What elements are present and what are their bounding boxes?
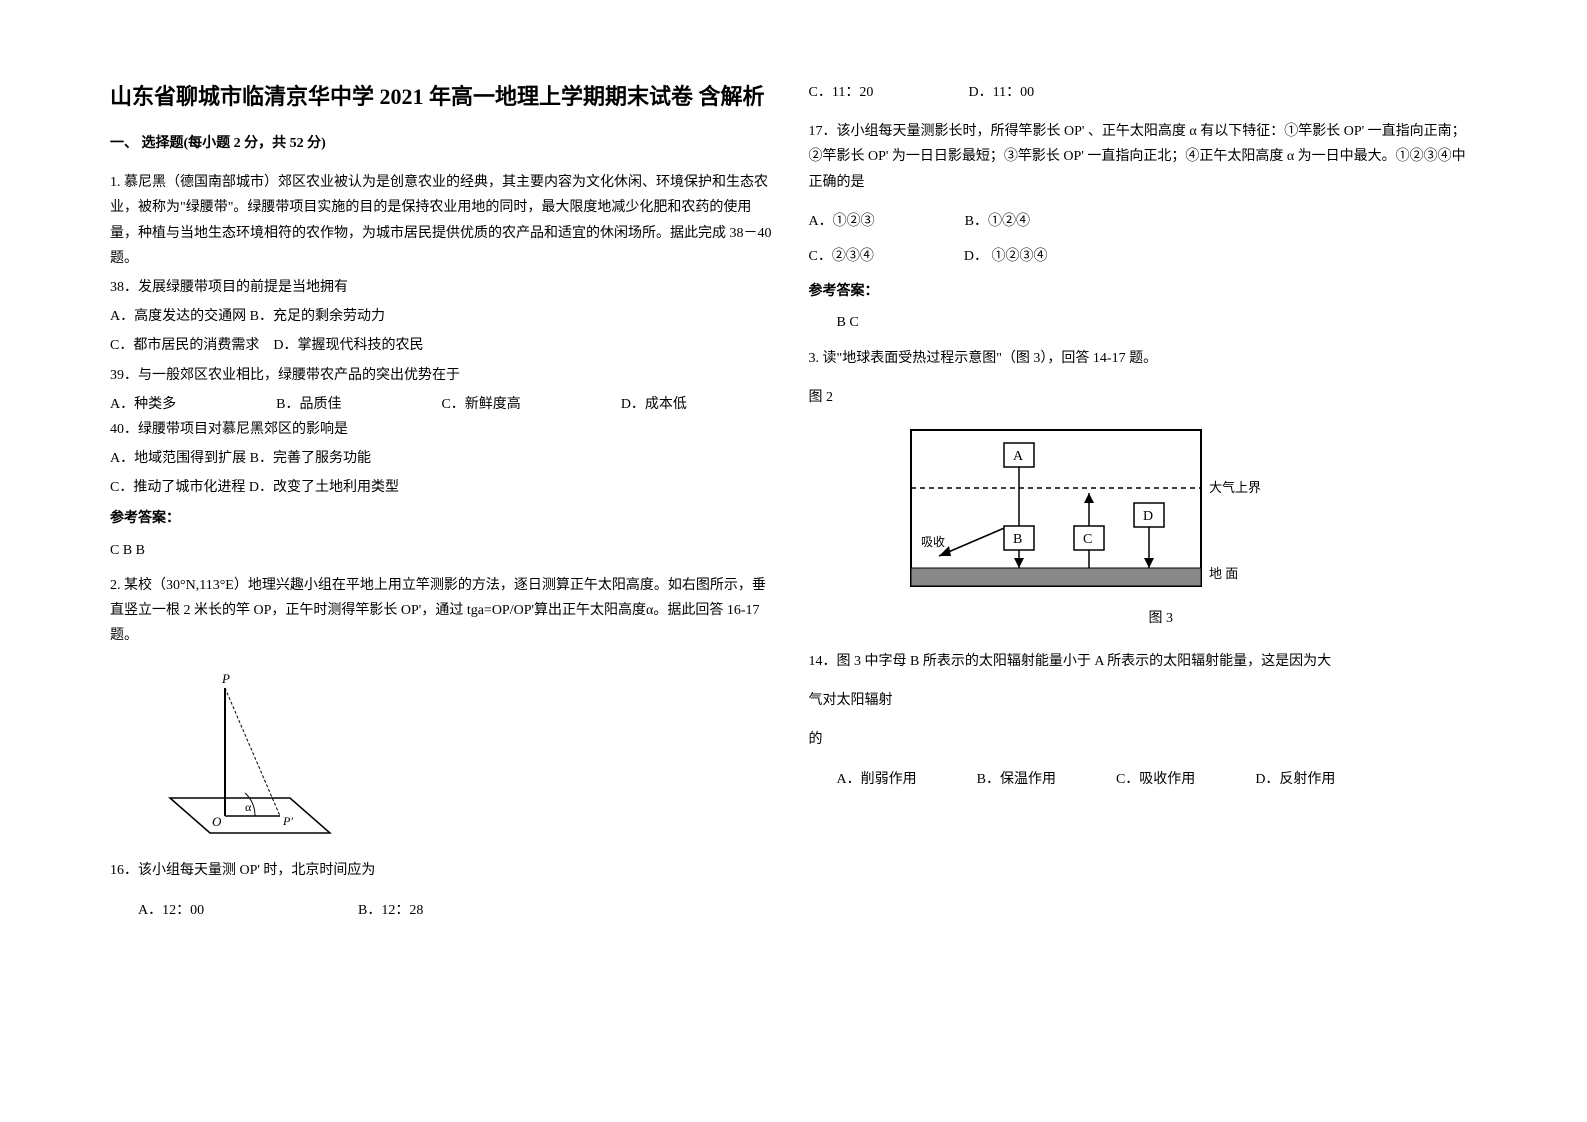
opt-c: C．②③④: [809, 244, 874, 269]
q2-sub17-options-row2: C．②③④ D． ①②③④: [809, 244, 1478, 269]
q2-sub16-options-row2: C．11：20 D．11：00: [809, 80, 1478, 105]
opt-d: D． ①②③④: [964, 244, 1048, 269]
q1-intro: 1. 慕尼黑（德国南部城市）郊区农业被认为是创意农业的经典，其主要内容为文化休闲…: [110, 170, 779, 271]
q2-answer-label: 参考答案：: [809, 279, 1478, 304]
opt-d: D．成本低: [621, 392, 687, 417]
document-title: 山东省聊城市临清京华中学 2021 年高一地理上学期期末试卷 含解析: [110, 80, 779, 113]
right-column: C．11：20 D．11：00 17．该小组每天量测影长时，所得竿影长 OP' …: [794, 80, 1493, 1042]
q1-sub40: 40．绿腰带项目对慕尼黑郊区的影响是: [110, 417, 779, 442]
fig3-label: 图 3: [1149, 606, 1478, 631]
q3-sub14-cont1: 气对太阳辐射: [809, 688, 1478, 713]
left-column: 山东省聊城市临清京华中学 2021 年高一地理上学期期末试卷 含解析 一、 选择…: [95, 80, 794, 1042]
q2-sub16-options-row1: A．12：00 B．12：28: [110, 898, 779, 923]
q3-intro: 3. 读"地球表面受热过程示意图"（图 3），回答 14-17 题。: [809, 346, 1478, 371]
label-P: P: [221, 671, 230, 686]
earth-heating-diagram: A 吸收 B C D 大气上界 地 面: [909, 428, 1289, 588]
q2-diagram: P O α P': [110, 668, 779, 838]
q3-sub14-cont2: 的: [809, 727, 1478, 752]
question-2: 2. 某校（30°N,113°E）地理兴趣小组在平地上用立竿测影的方法，逐日测算…: [110, 573, 779, 923]
opt-d: D．反射作用: [1255, 767, 1335, 792]
opt-b: B．12：28: [358, 898, 423, 923]
q1-sub39-options: A．种类多 B．品质佳 C．新鲜度高 D．成本低: [110, 392, 779, 417]
opt-b: B．保温作用: [977, 767, 1056, 792]
q1-answer: C B B: [110, 538, 779, 563]
label-alpha: α: [245, 800, 252, 814]
q3-diagram: A 吸收 B C D 大气上界 地 面: [909, 428, 1478, 588]
label-B: B: [1013, 532, 1022, 547]
label-ground: 地 面: [1209, 566, 1238, 581]
opt-c: C．吸收作用: [1116, 767, 1195, 792]
q2-sub17-options-row1: A．①②③ B．①②④: [809, 209, 1478, 234]
label-A: A: [1013, 449, 1024, 464]
label-atmosphere: 大气上界: [1209, 480, 1261, 495]
q1-sub38-opt-cd: C．都市居民的消费需求 D．掌握现代科技的农民: [110, 333, 779, 358]
label-C: C: [1083, 532, 1092, 547]
question-3: 3. 读"地球表面受热过程示意图"（图 3），回答 14-17 题。 图 2 A…: [809, 346, 1478, 792]
opt-c: C．11：20: [809, 80, 929, 105]
q2-sub16: 16．该小组每天量测 OP' 时，北京时间应为: [110, 858, 779, 883]
opt-a: A．种类多: [110, 392, 176, 417]
opt-c: C．新鲜度高: [441, 392, 520, 417]
pole-shadow-diagram: P O α P': [150, 668, 350, 838]
label-O: O: [212, 814, 222, 829]
q2-sub17: 17．该小组每天量测影长时，所得竿影长 OP' 、正午太阳高度 α 有以下特征：…: [809, 119, 1478, 195]
opt-a: A．12：00: [138, 898, 318, 923]
section-header: 一、 选择题(每小题 2 分，共 52 分): [110, 131, 779, 156]
q1-sub40-opt-cd: C．推动了城市化进程 D．改变了土地利用类型: [110, 475, 779, 500]
question-1: 1. 慕尼黑（德国南部城市）郊区农业被认为是创意农业的经典，其主要内容为文化休闲…: [110, 170, 779, 563]
q3-sub14-options: A．削弱作用 B．保温作用 C．吸收作用 D．反射作用: [809, 767, 1478, 792]
opt-b: B．品质佳: [276, 392, 341, 417]
q1-sub40-opt-ab: A．地域范围得到扩展 B．完善了服务功能: [110, 446, 779, 471]
label-D: D: [1143, 509, 1153, 524]
q1-answer-label: 参考答案：: [110, 506, 779, 531]
q1-sub38-opt-ab: A．高度发达的交通网 B．充足的剩余劳动力: [110, 304, 779, 329]
opt-b: B．①②④: [965, 209, 1030, 234]
q2-answer: B C: [809, 310, 1478, 335]
fig2-label: 图 2: [809, 385, 1478, 410]
label-Pprime: P': [282, 814, 293, 828]
label-absorb: 吸收: [921, 535, 945, 549]
opt-a: A．削弱作用: [837, 767, 917, 792]
opt-a: A．①②③: [809, 209, 875, 234]
q3-sub14: 14．图 3 中字母 B 所表示的太阳辐射能量小于 A 所表示的太阳辐射能量，这…: [809, 649, 1478, 674]
q1-sub38: 38．发展绿腰带项目的前提是当地拥有: [110, 275, 779, 300]
opt-d: D．11：00: [969, 80, 1035, 105]
q1-sub39: 39．与一般郊区农业相比，绿腰带农产品的突出优势在于: [110, 363, 779, 388]
q2-intro: 2. 某校（30°N,113°E）地理兴趣小组在平地上用立竿测影的方法，逐日测算…: [110, 573, 779, 649]
